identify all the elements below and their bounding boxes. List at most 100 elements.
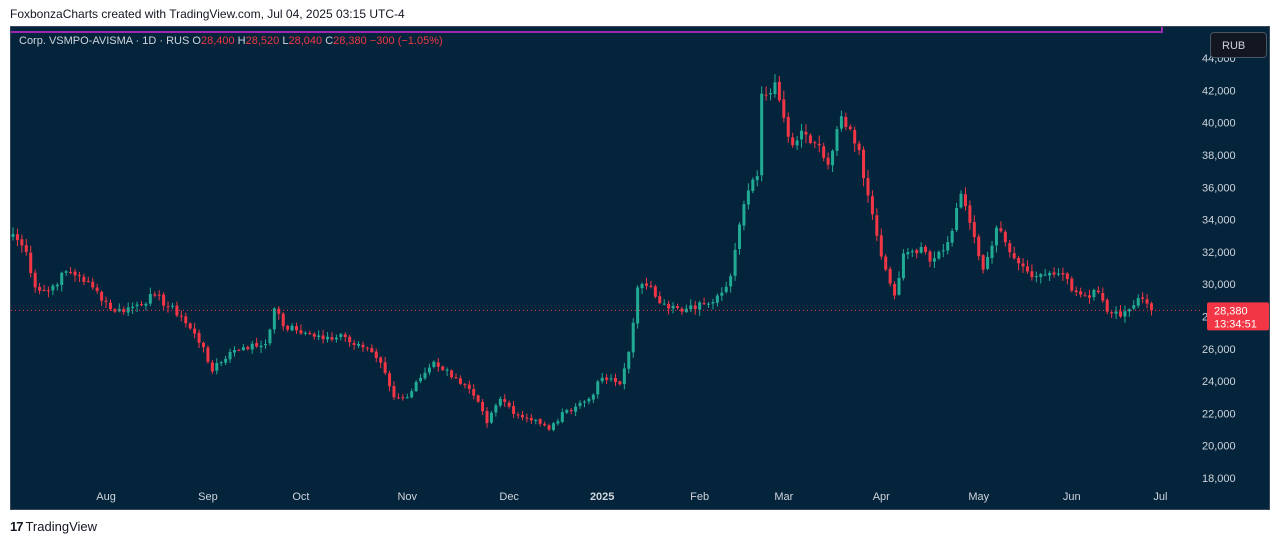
candle: [237, 348, 241, 352]
candle: [662, 299, 666, 306]
candle-body: [472, 389, 476, 396]
candle: [862, 146, 866, 187]
candle: [290, 323, 294, 332]
candle: [157, 290, 161, 301]
candle: [866, 170, 870, 203]
candle: [343, 332, 347, 342]
candle-body: [1065, 273, 1069, 280]
candle: [476, 394, 480, 404]
candle-body: [906, 252, 910, 255]
candle: [746, 183, 750, 210]
candle-body: [1083, 295, 1087, 297]
candle-body: [622, 368, 626, 385]
candle-body: [148, 294, 152, 304]
candle: [1043, 269, 1047, 277]
candle: [175, 301, 179, 318]
candle: [977, 234, 981, 261]
candle: [817, 135, 821, 153]
candle-body: [113, 309, 117, 312]
candle-body: [388, 373, 392, 387]
candle: [162, 292, 166, 310]
candle: [206, 345, 210, 364]
candle: [77, 271, 81, 283]
candle: [888, 266, 892, 287]
candle: [689, 299, 693, 313]
candle: [870, 190, 874, 220]
candle-body: [95, 287, 99, 291]
candle: [968, 200, 972, 231]
candle: [582, 400, 586, 408]
candle: [383, 356, 387, 375]
candle: [738, 222, 742, 255]
currency-button[interactable]: RUB: [1210, 32, 1267, 58]
candle: [547, 423, 551, 432]
candle-body: [901, 253, 905, 279]
candle: [432, 360, 436, 369]
candle-body: [848, 126, 852, 130]
candle-body: [1039, 274, 1043, 278]
candle: [724, 281, 728, 294]
candle: [38, 283, 42, 295]
candle-body: [684, 308, 688, 313]
candle: [857, 141, 861, 155]
candle-body: [910, 251, 914, 253]
candle-body: [153, 294, 157, 296]
symbol-name[interactable]: Corp. VSMPO-AVISMA · 1D · RUS: [19, 35, 190, 47]
change-value: −300 (−1.05%): [369, 35, 443, 47]
candle-body: [512, 406, 516, 415]
candle: [1052, 267, 1056, 278]
candle-body: [321, 335, 325, 340]
candle-body: [29, 252, 33, 274]
candle: [534, 418, 538, 425]
candle: [640, 282, 644, 294]
candle-body: [862, 149, 866, 179]
candle: [937, 250, 941, 261]
candle-body: [525, 417, 529, 419]
footer-brand[interactable]: 17 TradingView: [10, 519, 97, 534]
candle: [932, 251, 936, 268]
y-tick-label: 22,000: [1202, 408, 1236, 420]
candle: [1017, 255, 1021, 271]
candle: [742, 200, 746, 231]
candle-body: [295, 326, 299, 331]
last-price-label: 28,380: [1214, 305, 1248, 317]
candle-body: [401, 397, 405, 399]
candle-body: [569, 410, 573, 412]
candle: [91, 278, 95, 290]
candle: [401, 393, 405, 401]
candle: [423, 367, 427, 381]
candle-body: [693, 305, 697, 310]
candle: [808, 133, 812, 145]
candle-body: [605, 377, 609, 380]
candle-body: [162, 294, 166, 306]
candle: [450, 369, 454, 380]
candle-body: [627, 352, 631, 369]
candle-body: [702, 303, 706, 305]
candle: [906, 248, 910, 260]
candle-body: [644, 283, 648, 286]
candle: [458, 375, 462, 386]
candle: [100, 290, 104, 306]
candle-body: [1070, 278, 1074, 291]
candle: [1034, 271, 1038, 283]
symbol-legend[interactable]: Corp. VSMPO-AVISMA · 1D · RUS O28,400 H2…: [19, 35, 443, 47]
candle-body: [108, 302, 112, 310]
candle: [1114, 306, 1118, 320]
candle-body: [268, 329, 272, 344]
high-value: 28,520: [245, 35, 280, 47]
candle-body: [968, 205, 972, 223]
candle: [60, 271, 64, 292]
candle: [445, 367, 449, 377]
chart-panel[interactable]: 18,00020,00022,00024,00026,00028,00030,0…: [10, 26, 1270, 510]
candle-body: [281, 313, 285, 327]
candle: [644, 277, 648, 290]
candle-body: [844, 116, 848, 127]
candle-body: [1087, 295, 1091, 298]
candle: [392, 381, 396, 400]
candle-body: [224, 358, 228, 363]
price-chart[interactable]: 18,00020,00022,00024,00026,00028,00030,0…: [11, 27, 1269, 509]
candle-body: [348, 336, 352, 343]
candle: [463, 383, 467, 389]
candle-body: [640, 284, 644, 289]
candle-body: [1079, 291, 1083, 295]
